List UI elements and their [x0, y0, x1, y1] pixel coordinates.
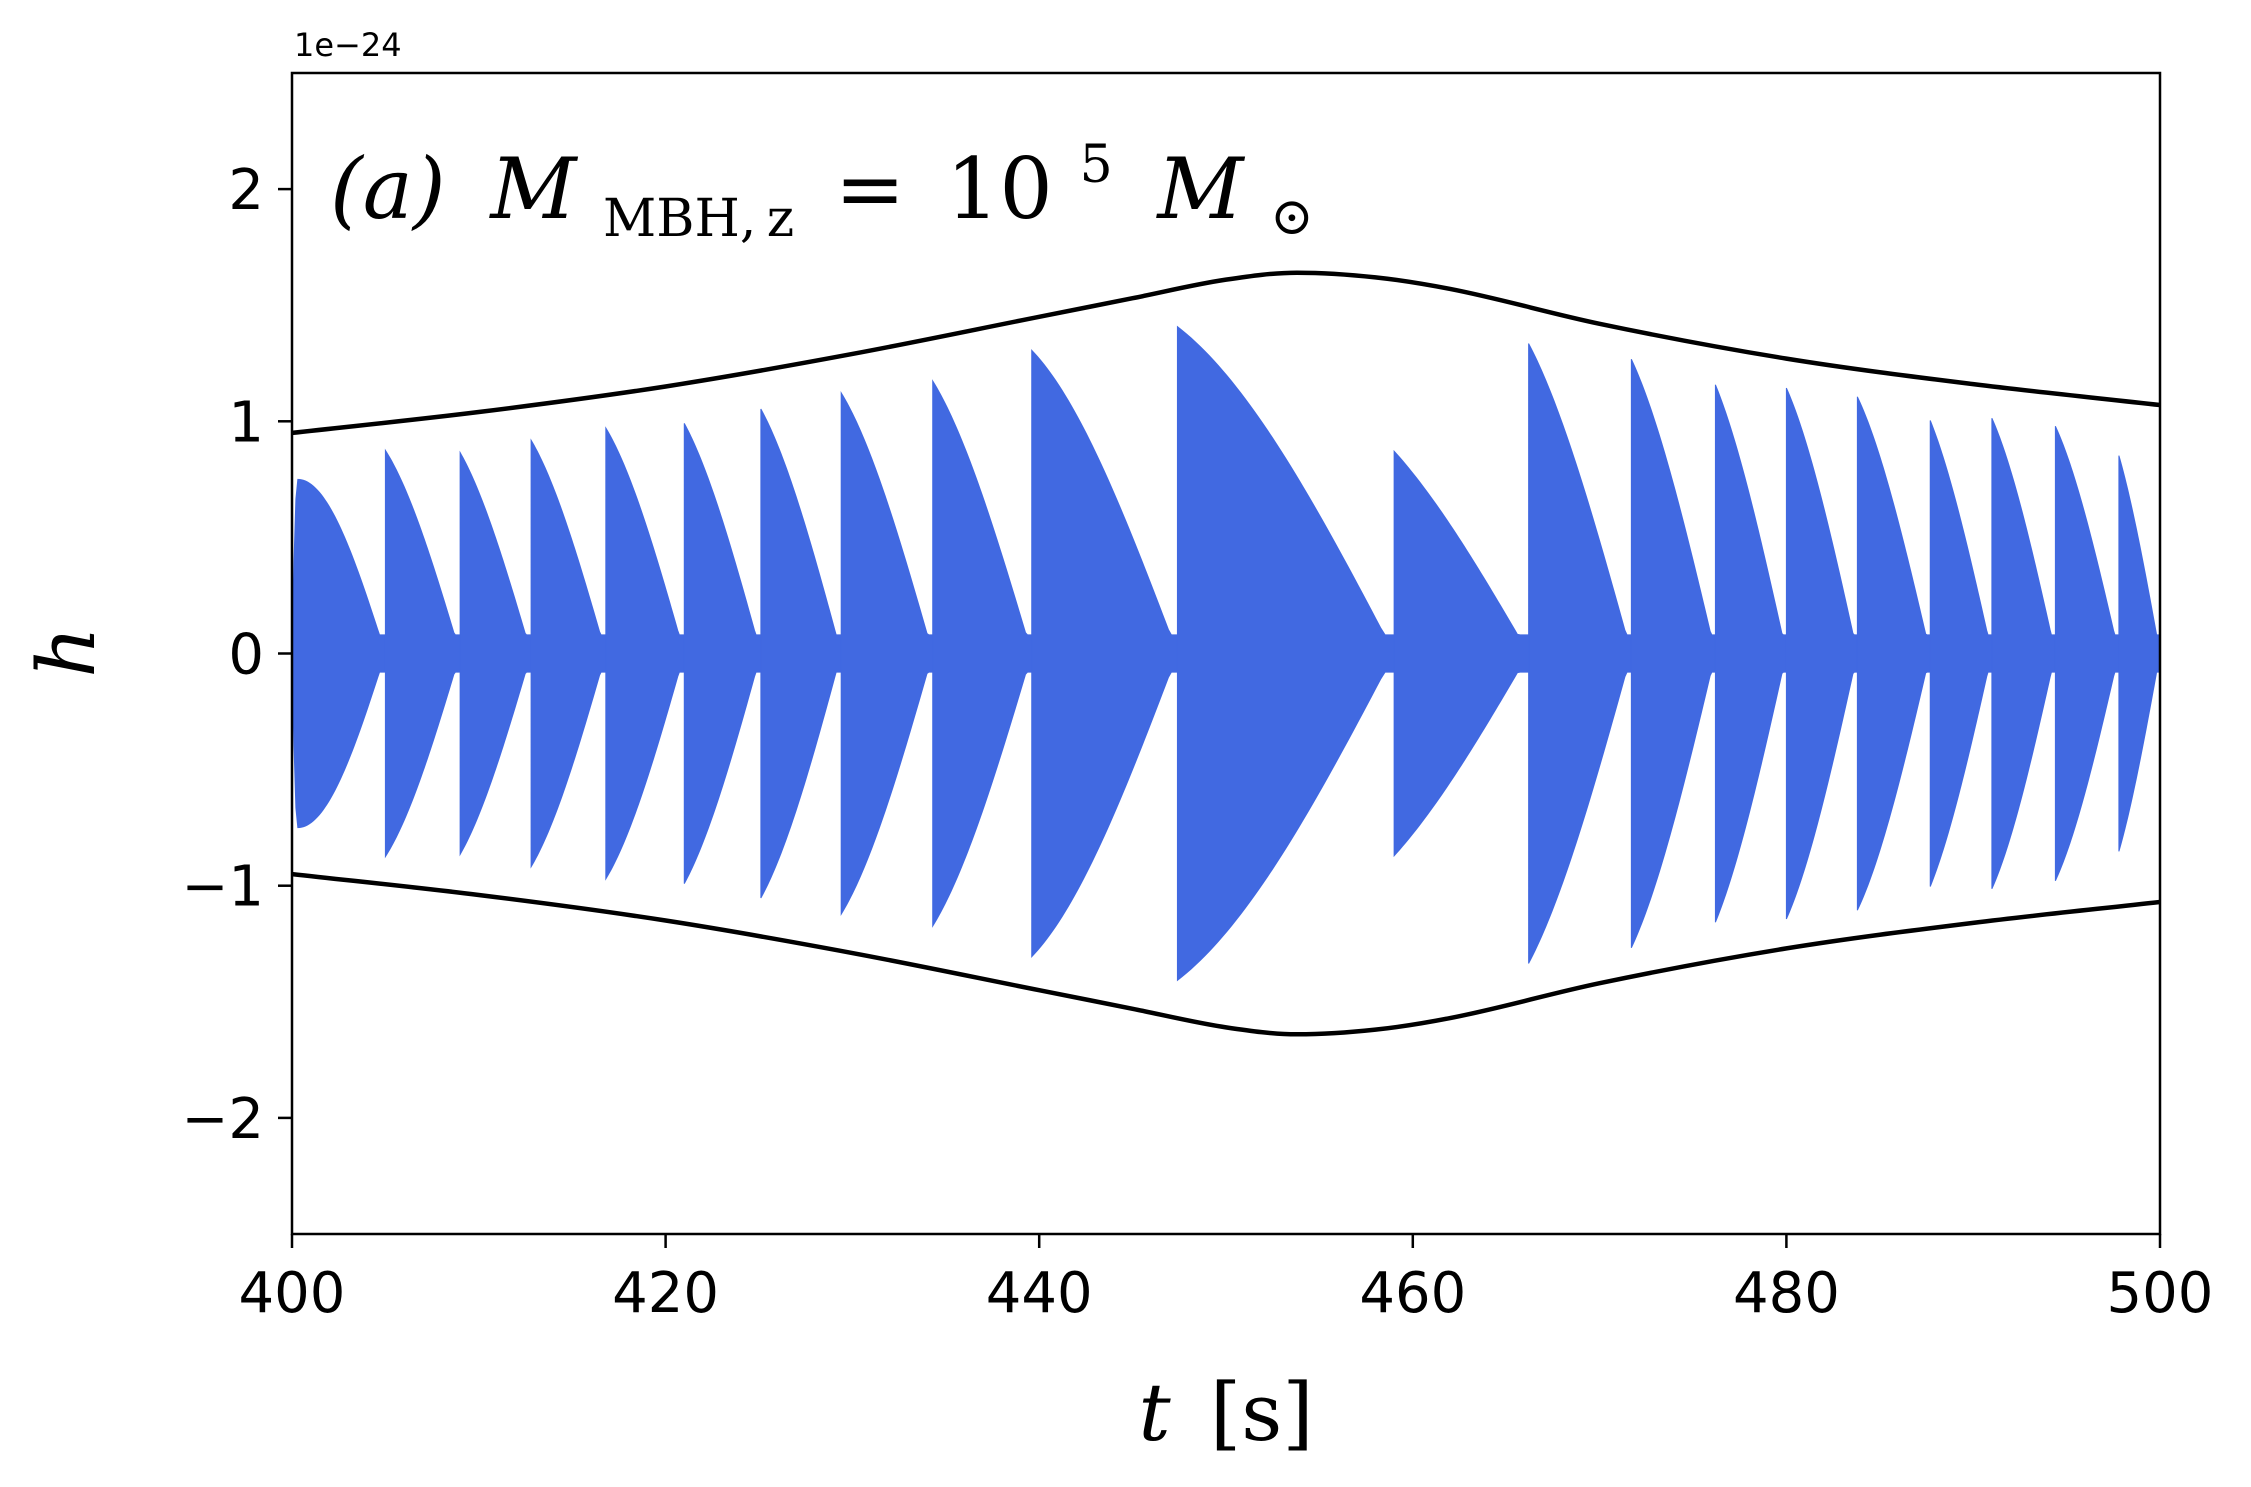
y-tick-label: −2	[181, 1087, 264, 1152]
signal-lobe	[292, 478, 386, 829]
signal-lobe	[1991, 418, 2056, 889]
y-tick-label: 1	[228, 390, 264, 455]
signal-lobe	[1393, 449, 1530, 858]
x-tick-label: 440	[986, 1261, 1093, 1326]
x-tick-label: 420	[612, 1261, 719, 1326]
y-tick-label: 2	[228, 158, 264, 223]
signal-lobe	[2118, 455, 2160, 852]
signal-lobe	[1031, 349, 1178, 958]
signal-fill-layer	[292, 325, 2160, 982]
x-axis-var: t	[1138, 1366, 1171, 1459]
signal-lobe	[840, 391, 934, 916]
lower-envelope-line	[292, 871, 2160, 1037]
annotation-base: 10	[946, 140, 1053, 238]
signal-lobe	[1630, 359, 1716, 948]
signal-lobe	[384, 448, 461, 859]
signal-lobe	[932, 379, 1033, 928]
annotation-exponent: 5	[1080, 135, 1113, 195]
annotation-symbol: M	[488, 140, 578, 238]
annotation-equals: =	[835, 140, 905, 238]
signal-lobe	[1856, 396, 1931, 911]
signal-lobe	[459, 450, 532, 857]
annotation-subscript: MBH, z	[603, 189, 794, 249]
signal-lobe	[2054, 426, 2120, 881]
x-tick-label: 400	[239, 1261, 346, 1326]
signal-lobe	[1714, 384, 1787, 923]
y-tick-label: −1	[181, 855, 264, 920]
signal-lobe	[1929, 420, 1993, 887]
annotation-unit-subscript: ⊙	[1270, 187, 1314, 247]
signal-lobe	[683, 423, 762, 884]
signal-lobe	[605, 426, 685, 881]
signal-lobe	[760, 408, 842, 899]
y-offset-label: 1e−24	[294, 26, 402, 64]
signal-lobe	[1528, 343, 1632, 964]
annotation-unit-symbol: M	[1155, 140, 1245, 238]
signal-lobe	[1785, 387, 1858, 920]
x-axis-unit: [s]	[1210, 1366, 1313, 1459]
x-axis-title: t [s]	[1138, 1366, 1313, 1459]
envelope-layer	[292, 270, 2160, 1037]
annotation-prefix: (a)	[330, 140, 446, 238]
x-tick-label: 500	[2107, 1261, 2214, 1326]
signal-lobe	[1176, 325, 1395, 982]
chart-annotation: (a) M MBH, z = 10 5 M ⊙	[330, 104, 1314, 256]
signal-lobe	[530, 438, 607, 869]
y-axis-title: h	[20, 626, 113, 678]
upper-envelope-line	[292, 270, 2160, 436]
ticks-layer: 400 420 440 460 480 500 −2 −1 0 1 2	[181, 158, 2213, 1326]
y-tick-label: 0	[228, 623, 264, 688]
x-tick-label: 460	[1359, 1261, 1466, 1326]
x-tick-label: 480	[1733, 1261, 1840, 1326]
